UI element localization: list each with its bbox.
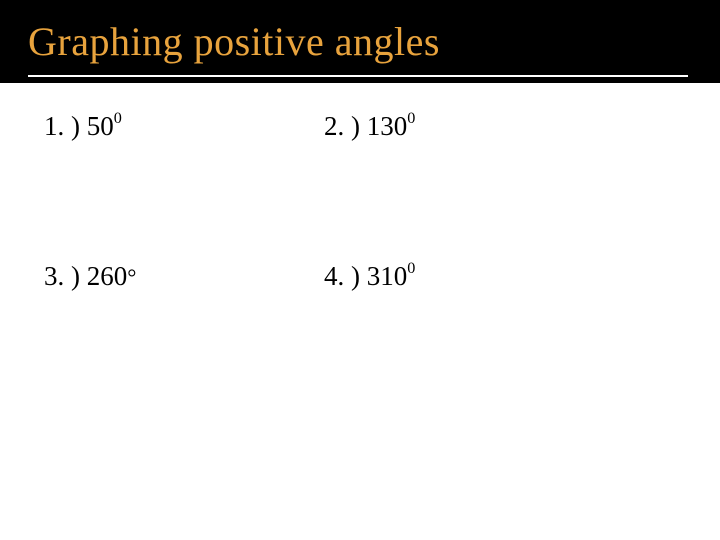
problem-4-label: 4. ) 310 [324, 261, 407, 291]
problem-3: 3. ) 260° [44, 261, 324, 411]
slide-content: 1. ) 500 2. ) 1300 3. ) 260° 4. ) 3100 [0, 83, 720, 411]
slide-title: Graphing positive angles [28, 18, 688, 77]
problem-1-degree: 0 [114, 109, 122, 127]
problem-2-degree: 0 [407, 109, 415, 127]
slide-header: Graphing positive angles [0, 0, 720, 83]
problem-4-degree: 0 [407, 259, 415, 277]
problem-2: 2. ) 1300 [324, 111, 604, 261]
problem-1-label: 1. ) 50 [44, 111, 114, 141]
problem-1: 1. ) 500 [44, 111, 324, 261]
problem-2-label: 2. ) 130 [324, 111, 407, 141]
problem-3-degree: ° [127, 265, 136, 290]
problem-grid: 1. ) 500 2. ) 1300 3. ) 260° 4. ) 3100 [44, 111, 720, 411]
problem-3-label: 3. ) 260 [44, 261, 127, 291]
problem-4: 4. ) 3100 [324, 261, 604, 411]
